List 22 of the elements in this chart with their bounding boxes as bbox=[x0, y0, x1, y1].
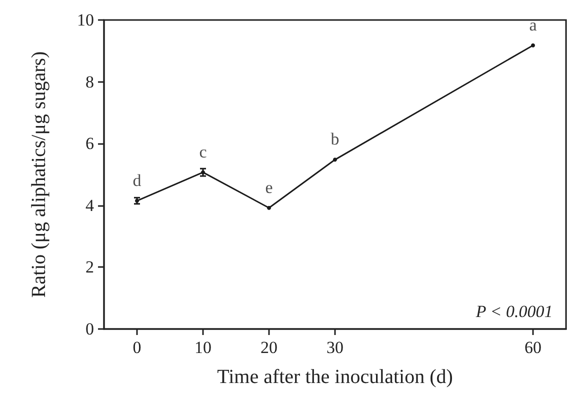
x-tick-label: 0 bbox=[132, 338, 142, 357]
point bbox=[267, 206, 271, 210]
annotation: a bbox=[529, 15, 538, 34]
point bbox=[531, 43, 535, 48]
point bbox=[333, 158, 337, 162]
y-tick-label: 0 bbox=[86, 320, 94, 338]
x-tick-label: 20 bbox=[260, 338, 278, 357]
annotation: c bbox=[199, 142, 208, 162]
y-tick-label: 6 bbox=[86, 134, 94, 154]
annotation: e bbox=[265, 178, 273, 197]
annotation: P < 0.0001 bbox=[474, 302, 553, 321]
x-tick-label: 30 bbox=[326, 338, 344, 357]
annotation: b bbox=[330, 130, 340, 149]
x-axis-title: Time after the inoculation (d) bbox=[217, 366, 453, 388]
y-tick-label: 8 bbox=[86, 72, 94, 92]
y-tick-label: 4 bbox=[86, 196, 94, 215]
x-tick-label: 10 bbox=[194, 338, 212, 357]
y-tick-label: 2 bbox=[86, 258, 94, 277]
x-tick-label: 60 bbox=[524, 338, 542, 357]
y-tick-label: 10 bbox=[77, 10, 94, 30]
y-axis-title: Ratio (μg aliphatics/μg sugars) bbox=[28, 51, 50, 298]
annotation: d bbox=[132, 170, 142, 190]
